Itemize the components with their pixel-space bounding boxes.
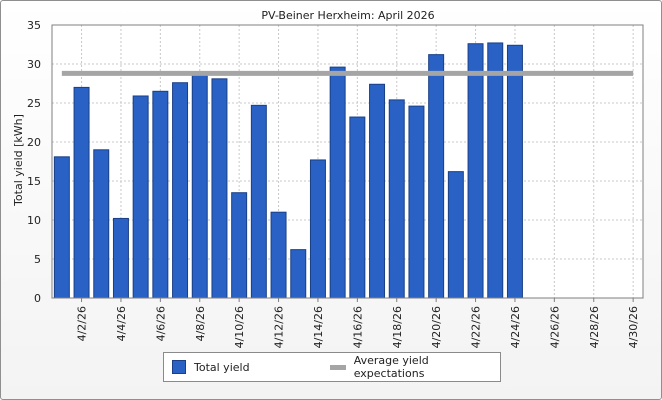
plot-background bbox=[51, 24, 644, 299]
bar-total-yield bbox=[93, 149, 110, 299]
bar-total-yield bbox=[329, 66, 346, 299]
bar-total-yield bbox=[349, 116, 366, 299]
y-tick-label: 30 bbox=[27, 58, 41, 71]
legend-swatch-total-yield bbox=[172, 360, 186, 374]
legend: Total yield Average yield expectations bbox=[163, 352, 501, 382]
legend-item-average-yield: Average yield expectations bbox=[330, 354, 500, 380]
bar-total-yield bbox=[132, 95, 149, 299]
bar-total-yield bbox=[388, 99, 405, 299]
bar-total-yield bbox=[290, 249, 307, 299]
legend-label-average-yield: Average yield expectations bbox=[353, 354, 429, 380]
bar-total-yield bbox=[428, 54, 445, 299]
y-tick-label: 15 bbox=[27, 175, 41, 188]
y-tick-label: 5 bbox=[34, 253, 41, 266]
plot-area: 0 5 10 15 20 25 30 35 4/2/26 4/4/26 4/6/26 4/8/26 4/… bbox=[27, 19, 644, 348]
bar-total-yield bbox=[152, 90, 169, 299]
legend-item-total-yield: Total yield bbox=[172, 359, 250, 375]
y-tick-label: 10 bbox=[27, 214, 41, 227]
bar-total-yield bbox=[53, 156, 70, 299]
bar-total-yield bbox=[172, 82, 189, 299]
bar-total-yield bbox=[447, 171, 464, 299]
bar-total-yield bbox=[369, 83, 386, 299]
legend-label-total-yield: Total yield bbox=[194, 360, 250, 374]
x-tick-label: 4/30/26 bbox=[627, 306, 640, 348]
bar-total-yield bbox=[211, 78, 228, 299]
bar-total-yield bbox=[467, 43, 484, 299]
bar-total-yield bbox=[191, 72, 208, 299]
bar-total-yield bbox=[112, 217, 129, 299]
x-tick-label: 4/24/26 bbox=[509, 306, 522, 348]
x-tick-label: 4/8/26 bbox=[194, 306, 207, 341]
x-tick-label: 4/14/26 bbox=[312, 306, 325, 348]
x-tick-label: 4/6/26 bbox=[154, 306, 167, 341]
x-tick-label: 4/22/26 bbox=[470, 306, 483, 348]
bar-total-yield bbox=[250, 104, 267, 299]
x-tick-label: 4/28/26 bbox=[588, 306, 601, 348]
bar-total-yield bbox=[270, 211, 287, 299]
bar-total-yield bbox=[73, 86, 90, 299]
chart-title: PV-Beiner Herxheim: April 2026 bbox=[261, 9, 434, 22]
legend-swatch-average-yield bbox=[330, 364, 346, 370]
x-tick-label: 4/12/26 bbox=[273, 306, 286, 348]
y-tick-label: 35 bbox=[27, 19, 41, 32]
x-tick-label: 4/20/26 bbox=[430, 306, 443, 348]
y-tick-label: 20 bbox=[27, 136, 41, 149]
y-tick-label: 0 bbox=[34, 292, 41, 305]
bar-total-yield bbox=[408, 105, 425, 299]
y-tick-label: 25 bbox=[27, 97, 41, 110]
x-tick-label: 4/10/26 bbox=[233, 306, 246, 348]
x-tick-label: 4/26/26 bbox=[548, 306, 561, 348]
y-axis-label: Total yield [kWh] bbox=[12, 114, 25, 207]
x-tick-label: 4/16/26 bbox=[351, 306, 364, 348]
plot-border bbox=[51, 24, 644, 299]
x-tick-label: 4/4/26 bbox=[115, 306, 128, 341]
x-tick-label: 4/2/26 bbox=[76, 306, 89, 341]
x-tick-label: 4/18/26 bbox=[391, 306, 404, 348]
bar-total-yield bbox=[487, 42, 504, 299]
bar-total-yield bbox=[309, 159, 326, 299]
bar-total-yield bbox=[506, 44, 523, 299]
bar-total-yield bbox=[231, 192, 248, 299]
